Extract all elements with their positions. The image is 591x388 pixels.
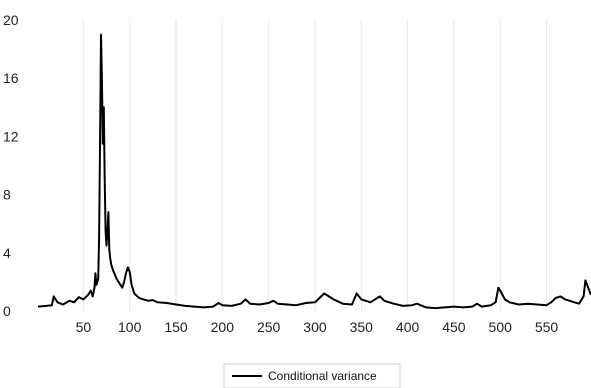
x-tick-label: 500: [489, 319, 513, 335]
x-tick-label: 350: [350, 319, 374, 335]
x-tick-label: 200: [211, 319, 235, 335]
x-axis-tick-labels: 50 100 150 200 250 300 350 400 450 500 550: [76, 319, 559, 335]
legend: Conditional variance: [223, 363, 401, 388]
gridlines: [82, 20, 548, 311]
y-tick-label: 16: [3, 70, 19, 86]
x-tick-label: 400: [396, 319, 420, 335]
x-tick-label: 100: [118, 319, 142, 335]
series-layer: [37, 33, 591, 310]
y-axis-tick-labels: 0 4 8 12 16 20: [3, 12, 19, 319]
y-tick-label: 20: [3, 12, 19, 28]
x-tick-label: 50: [76, 319, 92, 335]
y-tick-label: 0: [3, 303, 11, 319]
x-tick-label: 250: [257, 319, 281, 335]
y-tick-label: 8: [3, 187, 11, 203]
x-tick-label: 550: [535, 319, 559, 335]
x-tick-label: 300: [303, 319, 327, 335]
series-line-conditional-variance: [37, 33, 591, 310]
legend-label: Conditional variance: [268, 369, 377, 383]
y-tick-label: 12: [3, 128, 19, 144]
x-tick-label: 150: [164, 319, 188, 335]
x-tick-label: 450: [442, 319, 466, 335]
y-tick-label: 4: [3, 245, 11, 261]
